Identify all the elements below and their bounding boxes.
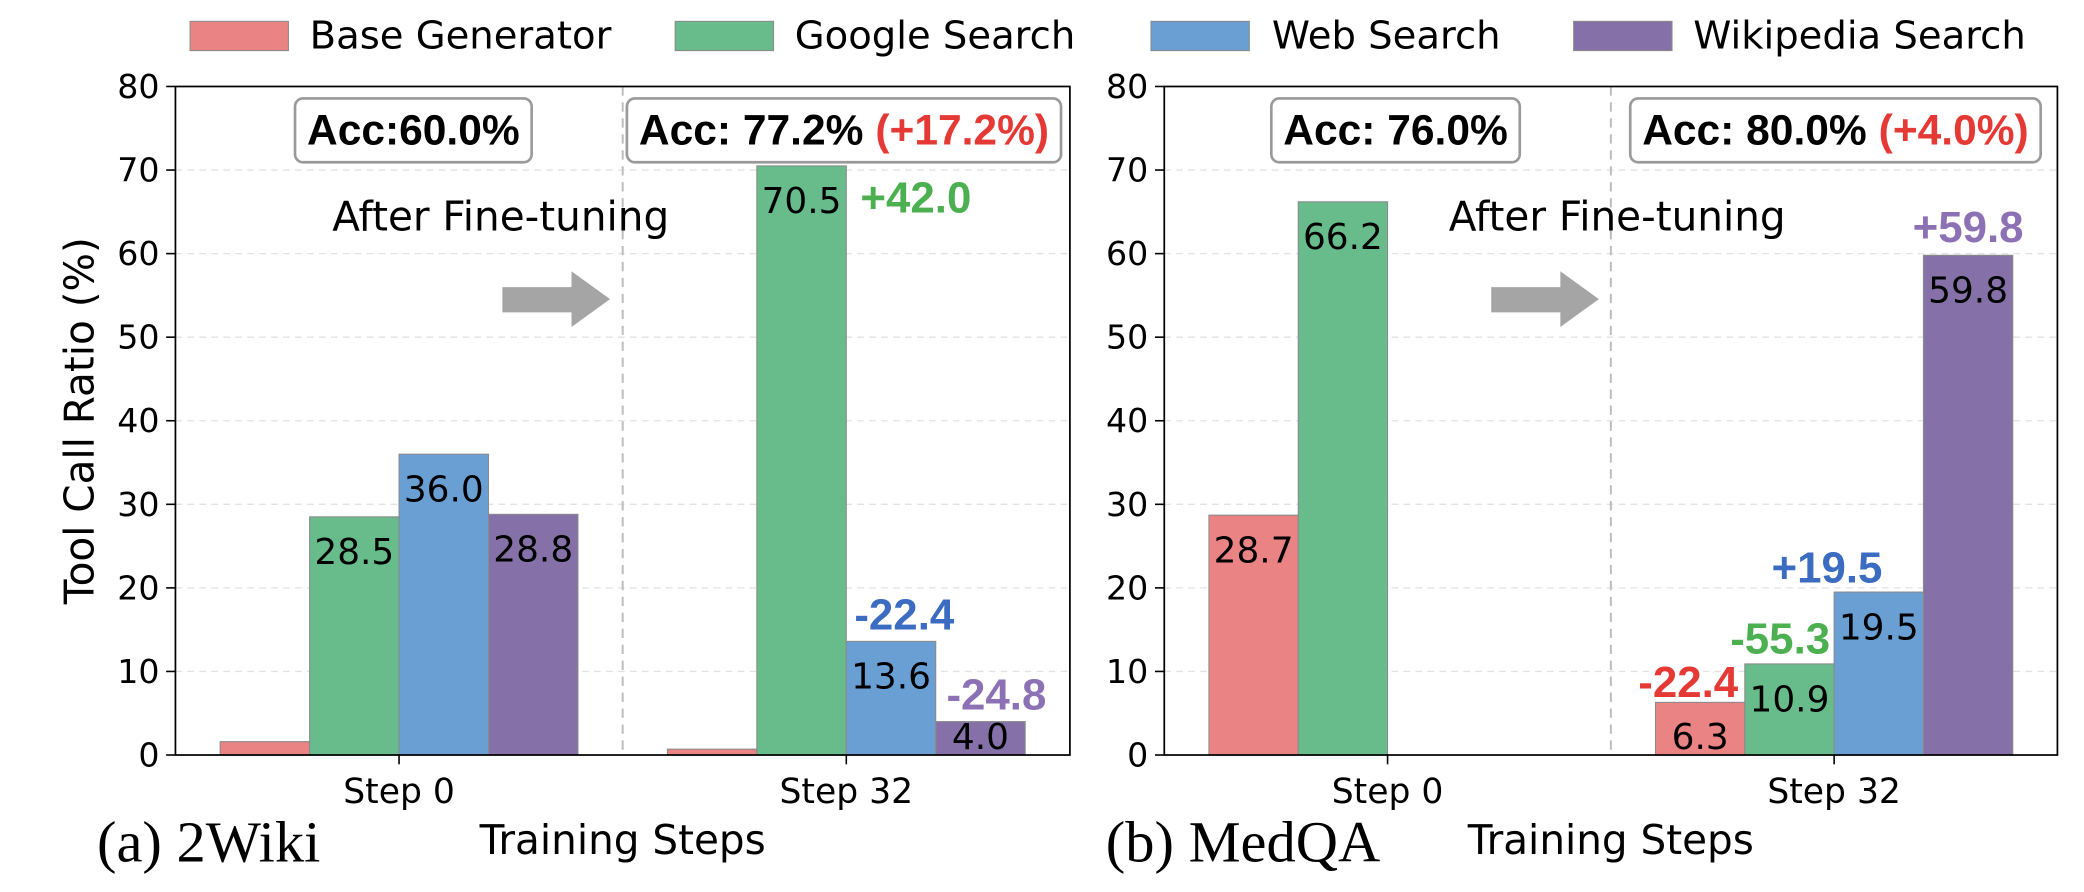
accuracy-delta: (+17.2%) <box>875 106 1049 154</box>
fine-tuning-annotation: After Fine-tuning <box>332 193 669 241</box>
bar-value-label: 36.0 <box>404 470 484 511</box>
bar-google-search-step-32 <box>756 165 847 756</box>
panel-medqa: 0 10 20 30 40 50 60 70 80 Step 0 Step 32 28.7 6.3 66.… <box>1106 67 2059 874</box>
accuracy-box: Acc:60.0% <box>293 97 533 164</box>
y-tick-label: 50 <box>117 318 159 357</box>
legend-item-wikipedia-search: Wikipedia Search <box>1573 13 2026 58</box>
change-label: -24.8 <box>946 671 1046 720</box>
bar-value-label: 28.8 <box>493 530 573 571</box>
y-tick-label: 80 <box>1106 67 1148 106</box>
y-tick-label: 20 <box>1106 568 1148 607</box>
fine-tuning-annotation: After Fine-tuning <box>1449 193 1786 241</box>
accuracy-value: Acc:60.0% <box>307 106 520 154</box>
y-tick-label: 30 <box>117 485 159 524</box>
accuracy-box: Acc: 77.2% (+17.2%) <box>625 97 1063 164</box>
y-axis-label: Tool Call Ratio (%) <box>56 237 104 605</box>
bar-wikipedia-search-step-32 <box>1922 254 2014 756</box>
bar-value-label: 28.5 <box>314 532 394 573</box>
x-axis-label: Training Steps <box>1467 816 1754 864</box>
accuracy-box-frame <box>1628 97 2043 164</box>
x-tick-label: Step 0 <box>1332 772 1444 812</box>
y-tick-label: 40 <box>1106 401 1148 440</box>
bar-value-label: 6.3 <box>1672 717 1729 758</box>
bar-web-search-step-32 <box>845 640 937 756</box>
bar-web-search-step-0 <box>398 453 490 756</box>
accuracy-value: Acc: 76.0% <box>1283 106 1508 154</box>
bar-web-search-step-32 <box>1833 591 1924 756</box>
bar-value-label: 59.8 <box>1928 271 2008 312</box>
x-axis-label: Training Steps <box>479 816 766 864</box>
accuracy-text: Acc: 76.0% <box>1283 106 1508 154</box>
y-tick-label: 70 <box>117 151 159 190</box>
legend-item-base-generator: Base Generator <box>189 13 612 58</box>
panel-label: (b) MedQA <box>1106 809 1380 874</box>
accuracy-box-frame <box>1269 97 1522 164</box>
y-tick-label: 20 <box>117 568 159 607</box>
accuracy-box-frame <box>293 97 533 164</box>
panel-label: (a) 2Wiki <box>97 809 320 874</box>
legend-swatch-base-generator <box>189 20 289 52</box>
bar-value-label: 70.5 <box>762 181 842 222</box>
bar-value-label: 4.0 <box>952 717 1009 758</box>
accuracy-value: Acc: 77.2% <box>639 106 864 154</box>
bar-wikipedia-search-step-32 <box>935 721 1026 756</box>
legend-label: Web Search <box>1272 13 1501 58</box>
bar-google-search-step-32 <box>1744 663 1835 756</box>
y-tick-label: 50 <box>1106 318 1148 357</box>
x-tick-label: Step 0 <box>343 772 455 812</box>
bar-value-label: 19.5 <box>1839 607 1919 648</box>
bar-google-search-step-0 <box>1297 201 1389 756</box>
x-tick-label: Step 32 <box>779 772 913 812</box>
bar-base-generator-step-32 <box>666 748 758 756</box>
legend-swatch-google-search <box>674 20 775 52</box>
right-arrow-icon <box>1491 271 1599 328</box>
change-label: -55.3 <box>1730 614 1830 663</box>
legend-item-web-search: Web Search <box>1150 13 1501 58</box>
right-arrow-icon <box>502 271 611 328</box>
bar-base-generator-step-32 <box>1654 701 1746 756</box>
y-tick-label: 0 <box>1127 736 1148 775</box>
bar-value-label: 28.7 <box>1214 531 1294 572</box>
accuracy-box: Acc: 76.0% <box>1269 97 1522 164</box>
accuracy-box-frame <box>625 97 1063 164</box>
panel-2wiki: 0 10 20 30 40 50 60 70 80 Step 0 Step 32 28.5 70.5 36… <box>56 67 1071 874</box>
change-label: +19.5 <box>1771 544 1882 593</box>
y-tick-label: 0 <box>138 736 159 775</box>
legend-label: Base Generator <box>310 13 612 58</box>
accuracy-delta: (+4.0%) <box>1879 106 2029 154</box>
legend-swatch-wikipedia-search <box>1573 20 1673 52</box>
change-label: -22.4 <box>854 590 955 639</box>
y-tick-label: 30 <box>1106 485 1148 524</box>
y-tick-label: 80 <box>117 67 159 106</box>
accuracy-text: Acc:60.0% <box>307 106 520 154</box>
y-tick-label: 10 <box>117 652 159 691</box>
y-tick-label: 60 <box>1106 234 1148 273</box>
change-label: -22.4 <box>1638 658 1739 707</box>
legend-label: Wikipedia Search <box>1693 13 2026 58</box>
y-tick-label: 40 <box>117 401 159 440</box>
y-tick-label: 60 <box>117 234 159 273</box>
legend-swatch-web-search <box>1150 20 1250 52</box>
bar-value-label: 66.2 <box>1303 217 1383 258</box>
legend-label: Google Search <box>795 13 1075 58</box>
accuracy-text: Acc: 77.2% (+17.2%) <box>639 106 1049 154</box>
legend: Base Generator Google Search Web Search Wik… <box>189 13 2026 58</box>
change-label: +59.8 <box>1913 203 2024 252</box>
bar-base-generator-step-0 <box>219 741 311 756</box>
bar-wikipedia-search-step-0 <box>487 513 579 756</box>
accuracy-value: Acc: 80.0% <box>1642 106 1867 154</box>
accuracy-text: Acc: 80.0% (+4.0%) <box>1642 106 2029 154</box>
x-tick-label: Step 32 <box>1767 772 1901 812</box>
bar-base-generator-step-0 <box>1208 514 1299 756</box>
bar-value-label: 13.6 <box>851 657 931 698</box>
change-label: +42.0 <box>860 173 971 222</box>
y-tick-label: 10 <box>1106 652 1148 691</box>
bar-value-label: 10.9 <box>1750 679 1830 720</box>
accuracy-box: Acc: 80.0% (+4.0%) <box>1628 97 2043 164</box>
legend-item-google-search: Google Search <box>674 13 1075 58</box>
y-tick-label: 70 <box>1106 151 1148 190</box>
